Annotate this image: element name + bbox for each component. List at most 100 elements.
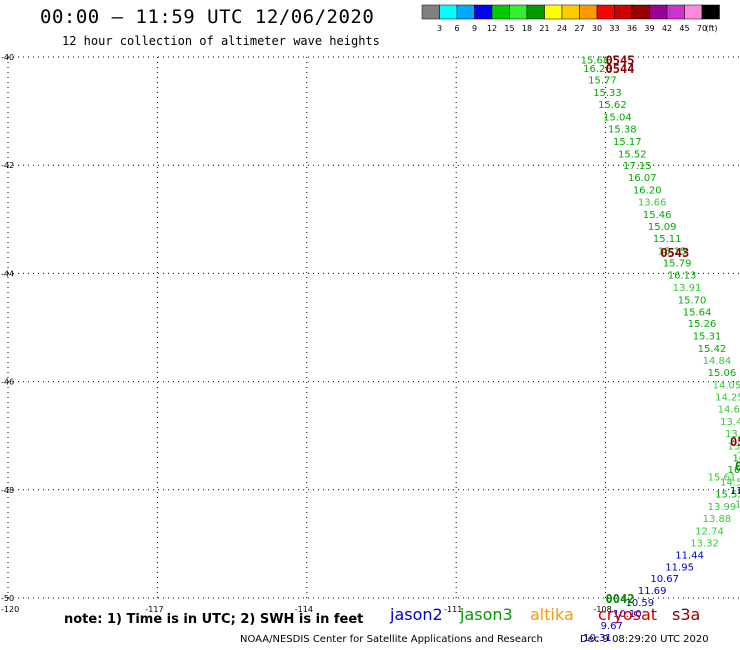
scale-label: 70	[697, 24, 707, 33]
wave-height-value: 15.61	[708, 472, 737, 483]
wave-height-value: 11.44	[675, 551, 704, 562]
wave-height-value: 15.62	[598, 100, 627, 111]
legend-jason2: jason2	[390, 605, 443, 624]
lon-tick-label: -108	[594, 605, 612, 614]
credit-text: NOAA/NESDIS Center for Satellite Applica…	[240, 634, 543, 645]
wave-height-value: 15.64	[683, 307, 712, 318]
legend-jason3: jason3	[460, 605, 513, 624]
scale-swatch	[421, 4, 440, 20]
wave-height-value: 16.21	[733, 453, 740, 464]
scale-swatch	[439, 4, 458, 20]
scale-label: 6	[454, 24, 459, 33]
pass-label: 0545	[606, 54, 635, 68]
scale-label: 12	[487, 24, 497, 33]
scale-swatch	[666, 4, 685, 20]
wave-height-value: 15.26	[688, 319, 717, 330]
wave-height-value: 13.91	[673, 283, 702, 294]
scale-label: 3	[437, 24, 442, 33]
lat-tick-label: -40	[1, 53, 14, 62]
wave-height-value: 15.09	[648, 222, 677, 233]
scale-swatch	[596, 4, 615, 20]
wave-height-value: 9.67	[601, 621, 623, 632]
scale-label: 33	[609, 24, 619, 33]
wave-height-value: 16.20	[583, 64, 612, 75]
wave-height-value: 13.47	[720, 417, 740, 428]
wave-height-value: 15.79	[663, 259, 692, 270]
scale-swatch	[631, 4, 650, 20]
pass-label: 004	[735, 459, 740, 473]
legend-altika: altika	[530, 605, 574, 624]
pass-label: 0542	[730, 435, 740, 449]
wave-height-value: 10.31	[583, 633, 612, 644]
scale-label: 27	[574, 24, 584, 33]
scale-label: 9	[472, 24, 477, 33]
wave-height-value: 15.31	[693, 332, 722, 343]
wave-height-value: 13.32	[690, 538, 719, 549]
lon-tick-label: -114	[295, 605, 313, 614]
wave-height-value: 15.38	[608, 124, 637, 135]
scale-swatch	[491, 4, 510, 20]
wave-height-value: 14.05	[713, 380, 740, 391]
wave-height-value: 16.07	[628, 173, 657, 184]
wave-height-value: 15.68	[581, 56, 610, 67]
scale-swatch	[649, 4, 668, 20]
pass-label: 0042	[606, 592, 635, 606]
wave-height-value: 10.59	[625, 598, 654, 609]
wave-height-value: 11.36	[730, 486, 740, 497]
wave-height-value: 16.83	[738, 451, 740, 462]
scale-label: 39	[644, 24, 654, 33]
map-tick-labels: -40-42-44-46-48-50-120-117-114-111-108-1…	[1, 53, 612, 614]
lat-tick-label: -50	[1, 594, 14, 603]
scale-swatch	[614, 4, 633, 20]
scale-label: 24	[557, 24, 567, 33]
wave-height-value: 15.33	[593, 88, 622, 99]
scale-swatch	[526, 4, 545, 20]
wave-height-value: 12.74	[695, 526, 724, 537]
wave-height-value: 17.15	[623, 161, 652, 172]
wave-height-labels: 15.6816.2015.7715.3315.6215.0415.3815.17…	[581, 56, 740, 644]
wave-height-value: 16.20	[633, 186, 662, 197]
wave-height-value: 13.88	[703, 514, 732, 525]
wave-height-value: 16.29	[728, 465, 740, 476]
lat-tick-label: -44	[1, 269, 14, 278]
wave-height-value: 14.84	[703, 356, 732, 367]
scale-label: 30	[592, 24, 602, 33]
wave-height-value: 15.70	[678, 295, 707, 306]
wave-height-value: 10.67	[650, 574, 679, 585]
scale-swatch	[456, 4, 475, 20]
scale-label: 18	[522, 24, 532, 33]
wave-height-value: 15.15	[658, 247, 687, 258]
wave-height-value: 14.69	[718, 405, 740, 416]
wave-height-value: 14.25	[715, 393, 740, 404]
lon-tick-label: -117	[145, 605, 163, 614]
wave-height-value: 15.42	[698, 344, 727, 355]
scale-label: 21	[539, 24, 549, 33]
note-text: note: 1) Time is in UTC; 2) SWH is in fe…	[64, 612, 364, 627]
wave-height-value: 13.26	[725, 429, 740, 440]
scale-swatch	[544, 4, 563, 20]
scale-swatch	[701, 4, 720, 20]
pass-label: 0543	[660, 246, 689, 260]
lon-tick-label: -111	[444, 605, 462, 614]
wave-height-value: 13.66	[638, 197, 667, 208]
color-scale: 3 6 9 12 15 18 21 24 27 30 33 36 39 42 45 70(ft)	[421, 4, 720, 33]
scale-label: 36	[627, 24, 637, 33]
map-title: 00:00 – 11:59 UTC 12/06/2020	[40, 6, 375, 28]
map-grid	[7, 56, 740, 599]
scale-swatch	[509, 4, 528, 20]
scale-label: 45	[679, 24, 689, 33]
scale-swatch	[684, 4, 703, 20]
wave-height-value: 11.69	[638, 586, 667, 597]
wave-height-value: 13.99	[708, 502, 737, 513]
legend-cryosat: cryosat	[598, 605, 658, 624]
lat-tick-label: -42	[1, 161, 14, 170]
wave-height-value: 13.41	[728, 441, 740, 452]
wave-height-value: 15.06	[708, 368, 737, 379]
wave-height-value: 15.52	[618, 149, 647, 160]
lat-tick-label: -46	[1, 378, 14, 387]
wave-height-value: 15.17	[613, 137, 642, 148]
legend-s3a: s3a	[672, 605, 701, 624]
scale-swatch	[474, 4, 493, 20]
